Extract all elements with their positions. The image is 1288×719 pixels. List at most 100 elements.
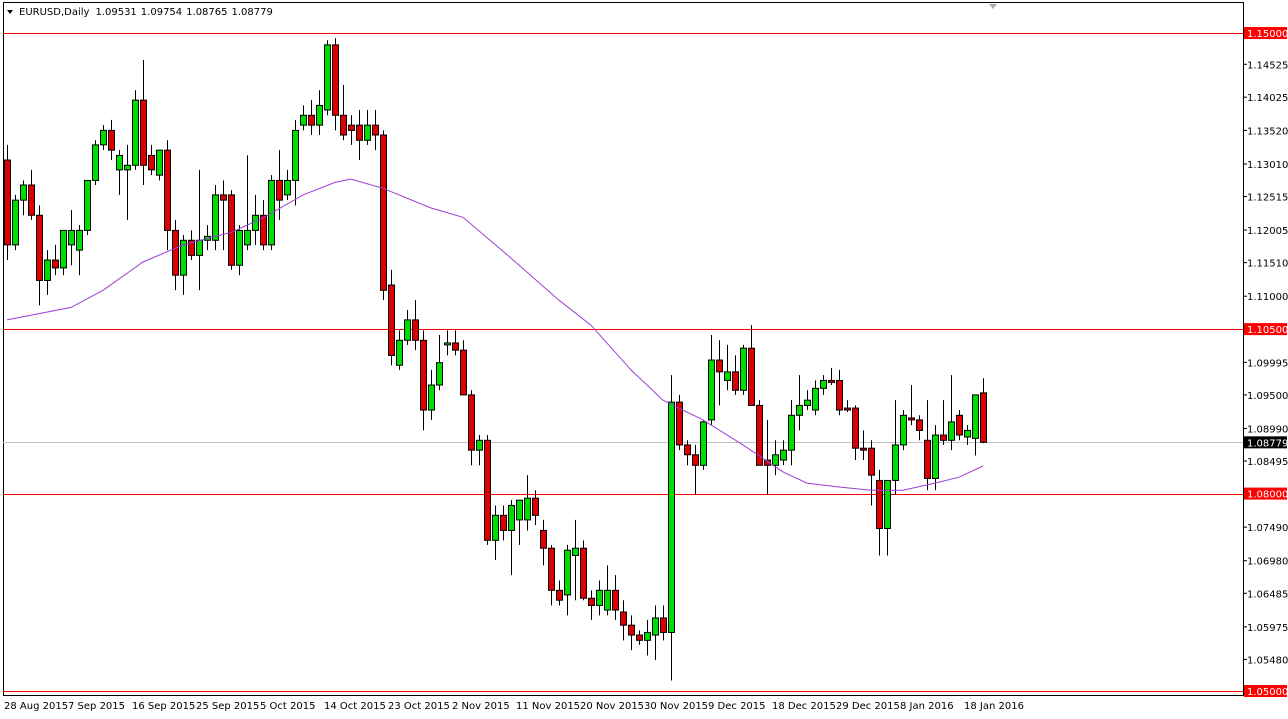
candle-body [132,99,139,166]
y-tick-label: 1.05975 [1247,623,1288,634]
line-label-box [1244,684,1287,697]
candle-body [708,359,715,421]
candle-body [468,394,475,451]
candle-body [372,124,379,136]
candle-body [44,259,51,281]
y-tick-label: 1.06980 [1247,557,1288,568]
candle-body [460,349,467,396]
candle-body [60,229,67,269]
candle-body [932,434,939,479]
candle-body [340,114,347,136]
candle-body [780,449,787,461]
candle-body [756,404,763,466]
candle-body [492,514,499,541]
candle-body [380,134,387,291]
candle-body [740,347,747,391]
candle-body [412,319,419,341]
candle-body [388,284,395,356]
candle-body [180,239,187,276]
candle-body [548,547,555,591]
candle-body [868,447,875,476]
x-tick-label: 30 Nov 2015 [644,701,708,712]
candle-body [516,499,523,521]
candle-body [524,497,531,521]
candle-body [332,44,339,116]
candle-body [972,394,979,439]
candle-body [660,617,667,633]
x-tick-label: 18 Jan 2016 [964,701,1024,712]
candle-body [844,407,851,411]
candle-body [84,179,91,231]
x-tick-label: 23 Oct 2015 [388,701,450,712]
candle-body [212,194,219,241]
candle-body [812,387,819,411]
y-tick-label: 1.13520 [1247,126,1288,137]
x-tick-label: 11 Nov 2015 [516,701,580,712]
candle-body [12,199,19,246]
candle-body [612,589,619,611]
candle-body [956,414,963,436]
candle-body [820,379,827,389]
candle-body [508,504,515,531]
x-tick-label: 2 Nov 2015 [452,701,510,712]
y-tick-label: 1.12005 [1247,226,1288,237]
y-tick-label: 1.08495 [1247,457,1288,468]
candle-body [796,404,803,416]
candle-body [252,214,259,231]
price-label-box [1244,436,1287,449]
y-tick-label: 1.06485 [1247,589,1288,600]
x-tick-label: 14 Oct 2015 [324,701,386,712]
candle-body [420,339,427,411]
candle-body [284,179,291,196]
moving-average [6,178,984,491]
candle-body [196,239,203,256]
candle-body [692,454,699,466]
candle-body [276,179,283,201]
line-label-box [1244,323,1287,336]
candle-body [852,407,859,449]
y-tick-label: 1.11000 [1247,292,1288,303]
candle-body [644,631,651,641]
candle-body [604,589,611,611]
candle-body [20,184,27,201]
candle-body [140,99,147,166]
candle-body [620,611,627,626]
candle-body [572,547,579,556]
candle-body [308,114,315,126]
candle-body [348,124,355,131]
candle-body [564,549,571,596]
candle-body [684,444,691,456]
candle-body [220,194,227,201]
candle-body [580,547,587,599]
candle-body [948,421,955,441]
chart-title: EURUSD,Daily [19,7,90,18]
candle-body [156,149,163,176]
header: EURUSD,Daily 1.09531 1.09754 1.08765 1.08779 [19,7,273,18]
x-tick-label: 8 Jan 2016 [900,701,954,712]
line-label: 1.10500 [1247,325,1288,336]
candle-body [980,392,987,443]
x-tick-label: 16 Sep 2015 [132,701,195,712]
candle-body [668,401,675,633]
candle-body [452,342,459,351]
candle-body [428,384,435,411]
candle-body [500,514,507,531]
y-tick-label: 1.11510 [1247,259,1288,270]
candle-body [908,417,915,421]
candle-body [892,444,899,481]
line-label: 1.05000 [1247,687,1288,698]
candle-body [364,124,371,141]
y-tick-label: 1.14525 [1247,60,1288,71]
candle-body [588,597,595,606]
candle-body [700,421,707,466]
candle-body [924,439,931,479]
candle-body [236,229,243,266]
candle-body [964,429,971,438]
candle-body [788,414,795,451]
plot-frame [3,2,1244,696]
candle-body [532,497,539,516]
candle-body [100,129,107,146]
menu-icon[interactable] [7,10,13,14]
candle-body [916,419,923,431]
